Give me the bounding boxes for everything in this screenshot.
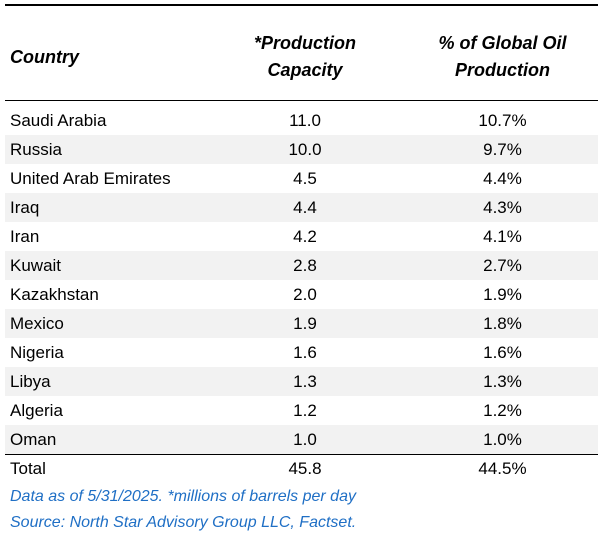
cell-country: Russia [10, 140, 62, 159]
table-row: Iran 4.2 4.1% [5, 222, 598, 251]
cell-pct: 4.1% [483, 227, 522, 246]
cell-capacity: 4.4 [293, 198, 317, 217]
cell-pct: 9.7% [483, 140, 522, 159]
cell-country: Nigeria [10, 343, 64, 362]
header-country: Country [10, 47, 79, 67]
header-pct-global-production-line1: % of Global Oil [438, 33, 567, 53]
top-rule [5, 4, 598, 6]
total-label: Total [10, 459, 46, 478]
cell-country: Mexico [10, 314, 64, 333]
footnote-source: Source: North Star Advisory Group LLC, F… [10, 514, 357, 531]
table-row: Oman 1.0 1.0% [5, 425, 598, 454]
table-row: United Arab Emirates 4.5 4.4% [5, 164, 598, 193]
cell-capacity: 1.2 [293, 401, 317, 420]
oil-production-table: Country *Production Capacity % of Global… [5, 4, 598, 485]
cell-country: Libya [10, 372, 51, 391]
cell-country: Kuwait [10, 256, 62, 275]
table-header: Country *Production Capacity % of Global… [5, 6, 598, 101]
table-row: Iraq 4.4 4.3% [5, 193, 598, 222]
header-pct-global-production-line2: Production [455, 60, 550, 80]
header-production-capacity: *Production Capacity [245, 30, 365, 84]
cell-capacity: 1.0 [293, 430, 317, 449]
cell-country: United Arab Emirates [10, 169, 171, 188]
cell-pct: 4.3% [483, 198, 522, 217]
header-production-capacity-line1: *Production [254, 33, 356, 53]
cell-pct: 1.8% [483, 314, 522, 333]
cell-capacity: 4.2 [293, 227, 317, 246]
cell-country: Iran [10, 227, 40, 246]
table-row: Kazakhstan 2.0 1.9% [5, 280, 598, 309]
table-row: Nigeria 1.6 1.6% [5, 338, 598, 367]
table-row: Libya 1.3 1.3% [5, 367, 598, 396]
cell-pct: 1.2% [483, 401, 522, 420]
header-pct-global-production: % of Global Oil Production [415, 30, 590, 84]
table-row: Russia 10.0 9.7% [5, 135, 598, 164]
total-pct: 44.5% [478, 459, 527, 478]
cell-capacity: 11.0 [289, 111, 321, 130]
cell-pct: 1.6% [483, 343, 522, 362]
cell-capacity: 1.3 [293, 372, 317, 391]
table-row: Saudi Arabia 11.0 10.7% [5, 106, 598, 135]
cell-pct: 2.7% [483, 256, 522, 275]
cell-pct: 10.7% [478, 111, 527, 130]
cell-capacity: 10.0 [288, 140, 322, 159]
cell-country: Algeria [10, 401, 63, 420]
table-row: Mexico 1.9 1.8% [5, 309, 598, 338]
table-row: Kuwait 2.8 2.7% [5, 251, 598, 280]
cell-capacity: 1.6 [293, 343, 317, 362]
cell-country: Oman [10, 430, 57, 449]
cell-capacity: 2.0 [293, 285, 317, 304]
table-row: Algeria 1.2 1.2% [5, 396, 598, 425]
cell-capacity: 2.8 [293, 256, 317, 275]
cell-capacity: 1.9 [293, 314, 317, 333]
footnote-data-as-of: Data as of 5/31/2025. *millions of barre… [10, 488, 356, 505]
cell-country: Iraq [10, 198, 40, 217]
cell-pct: 1.9% [483, 285, 522, 304]
table-total-row: Total 45.8 44.5% [5, 454, 598, 485]
cell-pct: 4.4% [483, 169, 522, 188]
header-production-capacity-line2: Capacity [267, 60, 343, 80]
cell-country: Kazakhstan [10, 285, 99, 304]
total-capacity: 45.8 [288, 459, 322, 478]
cell-capacity: 4.5 [293, 169, 317, 188]
table-body: Saudi Arabia 11.0 10.7% Russia 10.0 9.7%… [5, 106, 598, 454]
cell-country: Saudi Arabia [10, 111, 107, 130]
footnotes: Data as of 5/31/2025. *millions of barre… [10, 484, 356, 536]
cell-pct: 1.3% [483, 372, 522, 391]
cell-pct: 1.0% [483, 430, 522, 449]
